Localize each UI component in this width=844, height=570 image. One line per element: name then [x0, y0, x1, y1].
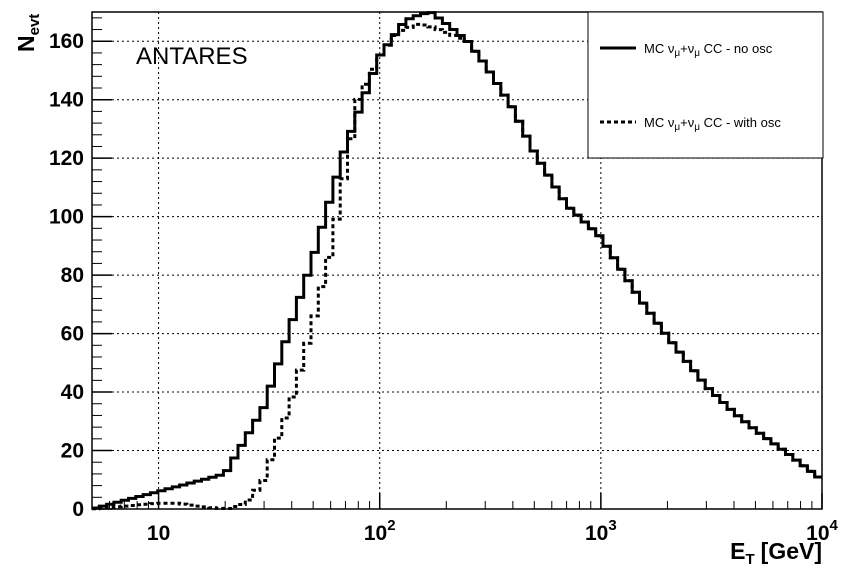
axis-ticks: [92, 17, 823, 510]
y-tick-label: 160: [49, 30, 84, 53]
legend-entry-no-osc: MC νμ+νμ CC - no osc: [644, 41, 773, 59]
y-tick-label: 120: [49, 147, 84, 170]
legend: MC νμ+νμ CC - no osc MC νμ+νμ CC - with …: [587, 11, 824, 159]
y-tick-label: 40: [61, 381, 84, 404]
y-tick-label: 60: [61, 323, 84, 346]
legend-box: [587, 11, 824, 159]
grid: [92, 12, 822, 509]
plot-frame: [91, 11, 823, 510]
tick-labels: 0 20 40 60 80 100 120 140 160 10 102 103 104: [49, 30, 839, 545]
x-tick-label: 10: [147, 522, 170, 545]
x-tick-label: 104: [806, 517, 838, 545]
x-tick-label: 103: [585, 517, 617, 545]
x-axis-label: ET [GeV]: [730, 538, 822, 568]
y-tick-label: 0: [72, 498, 84, 521]
series-no-osc-line: [92, 11, 822, 510]
y-axis-label: Nevt: [13, 14, 43, 52]
x-tick-label: 102: [364, 517, 396, 545]
y-tick-label: 20: [61, 440, 84, 463]
y-tick-label: 140: [49, 89, 84, 112]
y-tick-label: 80: [61, 264, 84, 287]
y-tick-label: 100: [49, 206, 84, 229]
legend-entry-with-osc: MC νμ+νμ CC - with osc: [644, 115, 781, 133]
annotation-antares: ANTARES: [136, 43, 248, 70]
